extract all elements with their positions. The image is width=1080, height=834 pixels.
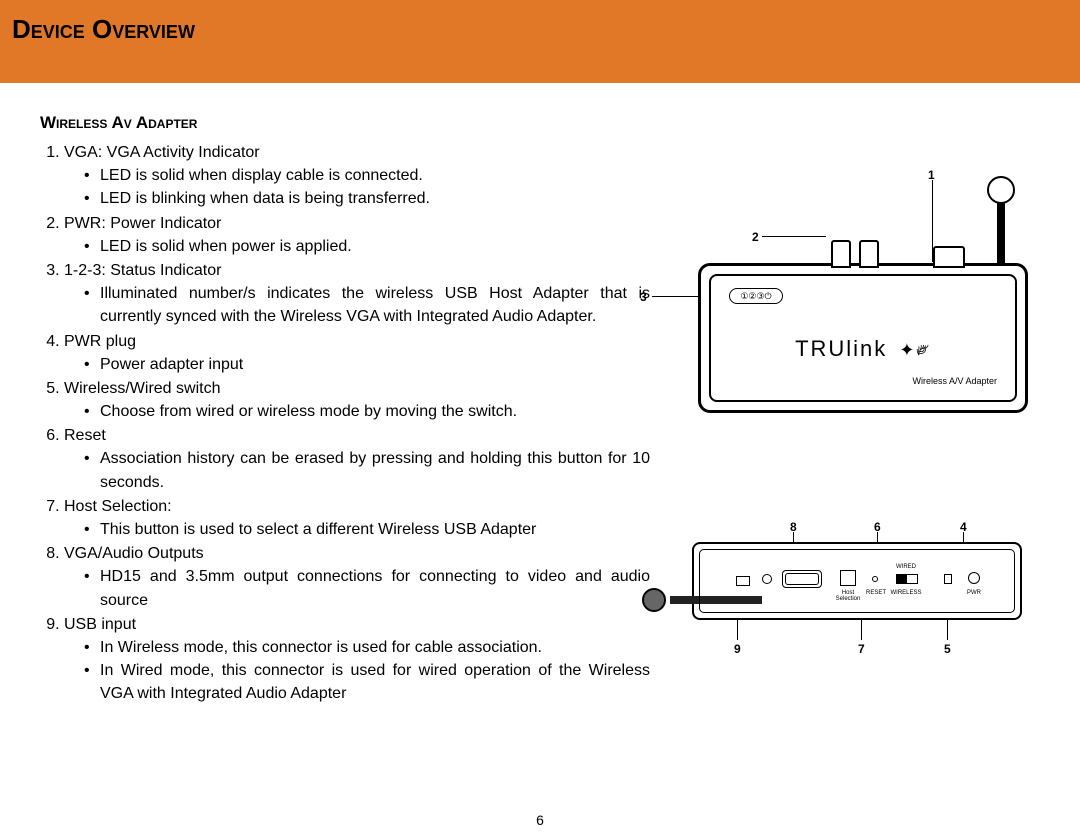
port-label-pwr: PWR: [962, 590, 986, 596]
device-model-label: Wireless A/V Adapter: [912, 376, 997, 386]
page-number: 6: [0, 812, 1080, 828]
device-inner-frame: Host Selection RESET WIRED WIRELESS PWR: [699, 549, 1015, 613]
list-item-title: 1-2-3: Status Indicator: [64, 262, 221, 279]
power-port-icon: [944, 574, 952, 584]
list-item: 1-2-3: Status Indicator Illuminated numb…: [64, 259, 650, 329]
lead-line: [947, 620, 948, 640]
top-port-icon: [859, 240, 879, 268]
list-item: VGA: VGA Activity Indicator LED is solid…: [64, 141, 650, 211]
list-item-title: PWR plug: [64, 333, 136, 350]
page-title: Device Overview: [12, 14, 1068, 45]
callout-7: 7: [858, 642, 865, 656]
list-item: Reset Association history can be erased …: [64, 424, 650, 494]
lead-line: [762, 236, 826, 237]
mode-switch-icon: [896, 574, 918, 584]
lead-line: [737, 620, 738, 640]
list-item: PWR plug Power adapter input: [64, 330, 650, 376]
sub-item: In Wired mode, this connector is used fo…: [84, 659, 650, 705]
antenna-icon: [983, 176, 1019, 266]
feature-list: VGA: VGA Activity Indicator LED is solid…: [40, 141, 650, 706]
list-item-title: Wireless/Wired switch: [64, 380, 220, 397]
port-label-wireless: WIRELESS: [890, 590, 922, 596]
brand-logo-icon: ✦༗: [899, 331, 931, 381]
list-item: VGA/Audio Outputs HD15 and 3.5mm output …: [64, 542, 650, 612]
sub-item: In Wireless mode, this connector is used…: [84, 636, 650, 659]
list-item-title: VGA: VGA Activity Indicator: [64, 144, 260, 161]
section-heading: Wireless Av Adapter: [40, 113, 1060, 133]
list-item-title: VGA/Audio Outputs: [64, 545, 204, 562]
sub-item: LED is blinking when data is being trans…: [84, 187, 650, 210]
vga-port-icon: [782, 570, 822, 588]
reset-hole-icon: [872, 576, 878, 582]
power-jack-icon: [968, 572, 980, 584]
port-label-host: Host Selection: [830, 590, 866, 602]
sub-item: LED is solid when power is applied.: [84, 235, 650, 258]
top-port-icon: [831, 240, 851, 268]
callout-9: 9: [734, 642, 741, 656]
list-item-title: Host Selection:: [64, 498, 172, 515]
sub-item: LED is solid when display cable is conne…: [84, 164, 650, 187]
device-inner-frame: ①②③⏻ TRUlink ✦༗ Wireless A/V Adapter: [709, 274, 1017, 402]
text-column: VGA: VGA Activity Indicator LED is solid…: [40, 141, 650, 706]
list-item: PWR: Power Indicator LED is solid when p…: [64, 212, 650, 258]
sub-item: Power adapter input: [84, 353, 650, 376]
list-item-title: Reset: [64, 427, 106, 444]
brand-text: TRUlink: [795, 336, 887, 361]
sub-item: Illuminated number/s indicates the wirel…: [84, 282, 650, 328]
indicator-strip: ①②③⏻: [729, 288, 783, 304]
sub-item: Choose from wired or wireless mode by mo…: [84, 400, 650, 423]
brand-label: TRUlink ✦༗: [711, 331, 1015, 381]
host-button-icon: [840, 570, 856, 586]
port-label-wired: WIRED: [890, 564, 922, 570]
device-rear-diagram: 8 6 4 9 7 5 Host Selection RES: [640, 520, 1040, 660]
callout-2: 2: [752, 230, 759, 244]
device-body-rear: Host Selection RESET WIRED WIRELESS PWR: [692, 542, 1022, 620]
list-item-title: PWR: Power Indicator: [64, 215, 221, 232]
sub-item: HD15 and 3.5mm output connections for co…: [84, 565, 650, 611]
audio-jack-icon: [762, 574, 772, 584]
callout-5: 5: [944, 642, 951, 656]
list-item-title: USB input: [64, 616, 136, 633]
lead-line: [861, 620, 862, 640]
list-item: USB input In Wireless mode, this connect…: [64, 613, 650, 706]
device-front-diagram: 1 2 3 ①②③⏻ TRUlink ✦༗ Wireless A/V Adapt…: [688, 168, 1040, 418]
list-item: Wireless/Wired switch Choose from wired …: [64, 377, 650, 423]
device-body-front: ①②③⏻ TRUlink ✦༗ Wireless A/V Adapter: [698, 263, 1028, 413]
sub-item: This button is used to select a differen…: [84, 518, 650, 541]
callout-3: 3: [640, 290, 647, 304]
top-port-icon: [933, 246, 965, 268]
header-bar: Device Overview: [0, 0, 1080, 83]
usb-port-icon: [736, 576, 750, 586]
sub-item: Association history can be erased by pre…: [84, 447, 650, 493]
port-label-reset: RESET: [864, 590, 888, 596]
list-item: Host Selection: This button is used to s…: [64, 495, 650, 541]
